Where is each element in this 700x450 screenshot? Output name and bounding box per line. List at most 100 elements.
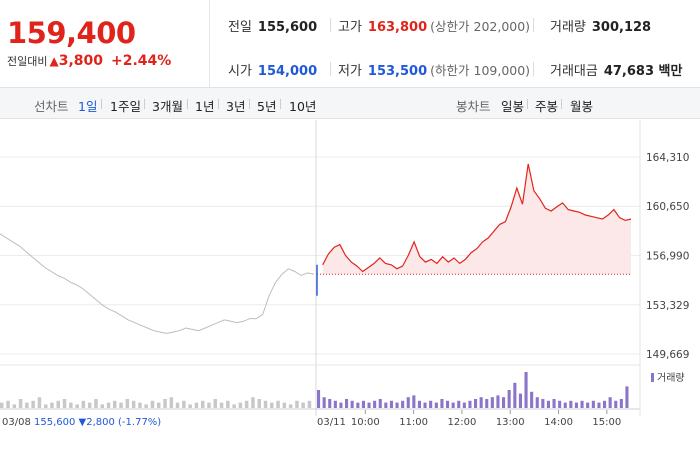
volume-bar	[373, 400, 377, 408]
volume-bar	[580, 400, 584, 408]
candle-daily[interactable]: 일봉	[501, 99, 525, 114]
x-tick-label: 15:00	[592, 417, 621, 428]
volume-bar	[75, 404, 79, 408]
lower-limit-note: (하한가 109,000)	[430, 63, 531, 78]
stat-value: 300,128	[591, 20, 652, 35]
volume-bar	[468, 400, 472, 408]
candle-chart-label: 봉차트	[456, 99, 491, 114]
y-tick-label: 156,990	[646, 250, 689, 262]
stat-label: 시가	[228, 64, 252, 79]
volume-bar	[625, 386, 629, 408]
divider	[527, 99, 528, 109]
volume-bar	[496, 395, 500, 408]
period-3m[interactable]: 3개월	[152, 99, 183, 114]
y-tick-label: 160,650	[646, 201, 689, 213]
volume-bar	[535, 397, 539, 408]
volume-bar	[619, 399, 623, 408]
volume-bar	[457, 400, 461, 408]
volume-bar	[333, 400, 337, 408]
volume-bar	[395, 402, 399, 408]
period-5y[interactable]: 5년	[257, 99, 277, 114]
volume-bar	[87, 402, 92, 408]
volume-bar	[451, 402, 455, 408]
stat-label: 전일	[228, 20, 252, 35]
volume-bar	[182, 400, 186, 408]
volume-bar	[276, 400, 280, 408]
candle-weekly[interactable]: 주봉	[535, 99, 559, 114]
volume-bar	[188, 404, 192, 408]
volume-bar	[69, 402, 73, 408]
stat-open: 시가 154,000	[228, 60, 317, 80]
period-1d[interactable]: 1일	[78, 99, 98, 114]
divider	[101, 99, 102, 109]
volume-bar	[25, 402, 29, 408]
volume-bar	[597, 402, 601, 408]
volume-bar	[563, 402, 567, 408]
x-tick-label: 14:00	[544, 417, 573, 428]
candle-monthly[interactable]: 월봉	[570, 99, 594, 114]
volume-bar	[490, 397, 494, 408]
volume-bar	[541, 399, 545, 408]
volume-bar	[62, 399, 67, 408]
volume-bar	[81, 400, 86, 408]
volume-bar	[232, 404, 236, 408]
volume-bar	[150, 400, 155, 408]
stat-value: 47,683 백만	[603, 64, 683, 79]
volume-bar	[50, 402, 54, 408]
change-label: 전일대비	[7, 55, 48, 68]
volume-bar	[574, 402, 578, 408]
period-10y[interactable]: 10년	[289, 99, 317, 114]
divider	[533, 62, 534, 76]
stat-label: 거래대금	[550, 64, 598, 79]
volume-bar	[546, 400, 550, 408]
volume-bar	[288, 404, 293, 408]
stat-value: 163,800	[367, 20, 428, 35]
y-tick-label: 164,310	[646, 152, 689, 164]
volume-bar	[119, 402, 123, 408]
volume-bar	[328, 399, 332, 408]
quote-summary: 159,400 전일대비 ▲3,800 +2.44% 전일 155,600 고가 163…	[0, 0, 700, 88]
stat-label: 거래량	[550, 20, 586, 35]
volume-bar	[106, 402, 111, 408]
divider	[561, 99, 562, 109]
upper-limit-note: (상한가 202,000)	[430, 19, 531, 34]
period-3y[interactable]: 3년	[226, 99, 246, 114]
volume-bar	[295, 400, 299, 408]
volume-bar	[94, 399, 98, 408]
volume-bar	[389, 400, 393, 408]
period-1y[interactable]: 1년	[195, 99, 215, 114]
stat-value: 153,500	[367, 64, 428, 79]
stat-prev-close: 전일 155,600	[228, 16, 317, 36]
x-tick-label: 10:00	[351, 417, 380, 428]
volume-bar	[530, 391, 534, 408]
volume-bar	[138, 402, 142, 408]
volume-bar	[378, 399, 382, 408]
volume-bar	[270, 402, 274, 408]
stat-label: 저가	[338, 64, 362, 79]
stat-value: 154,000	[257, 64, 318, 79]
prev-day-price-line	[0, 233, 315, 334]
today-date: 03/11	[317, 417, 346, 428]
volume-bar	[485, 399, 489, 408]
today-price-line	[322, 163, 632, 273]
current-price: 159,400	[7, 16, 136, 50]
volume-bar	[125, 399, 130, 408]
volume-bar	[558, 400, 562, 408]
volume-bar	[244, 400, 249, 408]
volume-bar	[113, 400, 117, 408]
volume-bar	[474, 399, 478, 408]
divider	[330, 18, 331, 32]
volume-bar	[513, 382, 517, 408]
divider	[187, 99, 188, 109]
volume-bar	[479, 397, 483, 408]
volume-bar	[12, 404, 17, 408]
volume-bar	[614, 400, 618, 408]
period-1w[interactable]: 1주일	[110, 99, 141, 114]
volume-bar	[201, 400, 205, 408]
volume-bar	[384, 402, 388, 408]
volume-bar	[317, 390, 321, 408]
volume-bar	[423, 402, 427, 408]
volume-bar	[56, 400, 60, 408]
volume-bar	[263, 400, 268, 408]
